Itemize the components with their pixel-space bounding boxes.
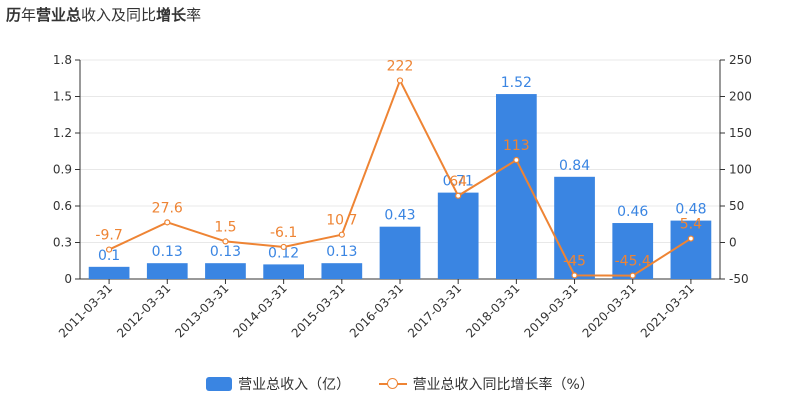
growth-point — [280, 243, 287, 251]
growth-value-label: -9.7 — [95, 228, 122, 244]
x-tick-label: 2014-03-31 — [231, 281, 290, 340]
legend: 营业总收入（亿） 营业总收入同比增长率（%） — [0, 374, 800, 394]
growth-value-label: 5.4 — [680, 217, 702, 233]
growth-value-label: -45.4 — [615, 254, 651, 270]
legend-bar-swatch — [206, 377, 233, 391]
y-right-tick-label: 50 — [729, 199, 744, 213]
growth-point — [396, 77, 404, 84]
legend-item-revenue[interactable]: 营业总收入（亿） — [206, 374, 350, 394]
y-right-tick-label: -50 — [729, 272, 749, 286]
x-tick-label: 2015-03-31 — [289, 281, 348, 340]
y-left-tick-label: 0 — [64, 272, 72, 286]
y-left-tick-label: 1.2 — [53, 126, 72, 140]
x-tick-label: 2021-03-31 — [638, 281, 697, 340]
legend-line-label: 营业总收入同比增长率（%） — [412, 377, 594, 393]
y-left-tick-label: 1.5 — [53, 90, 72, 104]
bar — [88, 266, 130, 279]
title-part: 收入及同比 — [81, 6, 157, 24]
y-right-tick-label: 250 — [729, 53, 752, 67]
growth-point — [687, 235, 695, 242]
growth-point — [222, 238, 229, 245]
bar-value-label: 0.13 — [210, 244, 241, 260]
bar — [612, 223, 654, 279]
growth-value-label: 113 — [503, 138, 530, 154]
bar — [554, 176, 595, 279]
title-part: 历 — [6, 6, 22, 24]
growth-point — [513, 156, 520, 164]
growth-value-label: -45 — [563, 253, 586, 269]
bar-value-label: 0.13 — [326, 244, 357, 260]
y-left-tick-label: 0.3 — [53, 236, 72, 250]
legend-line-marker-icon — [378, 377, 407, 391]
y-left-tick-label: 0.9 — [53, 163, 72, 177]
title-part: 营业总 — [36, 6, 82, 24]
bar — [205, 263, 246, 279]
y-right-tick-label: 150 — [729, 126, 752, 140]
title-part: 增长 — [156, 6, 187, 24]
bar-value-label: 0.46 — [617, 204, 648, 220]
bar-value-label: 0.48 — [675, 202, 706, 218]
bar-value-label: 1.52 — [501, 75, 532, 91]
bar — [437, 192, 479, 279]
y-left-tick-label: 1.8 — [53, 53, 72, 67]
growth-point — [455, 192, 462, 199]
growth-value-label: 222 — [387, 58, 414, 74]
growth-value-label: -6.1 — [270, 225, 297, 241]
y-left-tick-label: 0.6 — [53, 199, 72, 213]
growth-point — [571, 272, 578, 279]
x-tick-label: 2017-03-31 — [405, 281, 464, 340]
x-tick-label: 2018-03-31 — [463, 281, 522, 340]
x-tick-label: 2020-03-31 — [580, 281, 639, 340]
bar — [670, 220, 712, 279]
growth-value-label: 64 — [449, 174, 467, 190]
growth-point — [629, 272, 636, 279]
x-tick-label: 2011-03-31 — [56, 281, 115, 340]
x-tick-label: 2013-03-31 — [172, 281, 231, 340]
growth-value-label: 10.7 — [326, 213, 357, 229]
title-part: 率 — [186, 6, 202, 24]
bar-value-label: 0.12 — [268, 245, 299, 261]
growth-value-label: 27.6 — [152, 200, 183, 216]
bar-value-label: 0.71 — [443, 174, 474, 190]
bar — [379, 226, 421, 279]
x-tick-label: 2016-03-31 — [347, 281, 406, 340]
y-right-tick-label: 200 — [729, 90, 752, 104]
bar-value-label: 0.1 — [98, 248, 120, 264]
bar — [146, 263, 188, 279]
legend-item-growth[interactable]: 营业总收入同比增长率（%） — [378, 374, 594, 394]
y-right-tick-label: 100 — [729, 163, 752, 177]
growth-point — [338, 231, 345, 238]
y-right-tick-label: 0 — [729, 236, 737, 250]
growth-point — [164, 219, 171, 226]
x-tick-label: 2012-03-31 — [114, 281, 173, 340]
bar-value-label: 0.13 — [152, 244, 183, 260]
x-tick-label: 2019-03-31 — [521, 281, 580, 340]
bar — [321, 263, 363, 279]
growth-value-label: 1.5 — [214, 219, 236, 235]
title-part: 年 — [21, 6, 37, 24]
bar-value-label: 0.84 — [559, 158, 590, 174]
growth-point — [105, 246, 113, 253]
legend-bar-label: 营业总收入（亿） — [238, 377, 351, 393]
bar — [263, 264, 304, 279]
bar-value-label: 0.43 — [384, 208, 415, 224]
chart-title: 历年营业总收入及同比增长率 — [6, 4, 201, 25]
